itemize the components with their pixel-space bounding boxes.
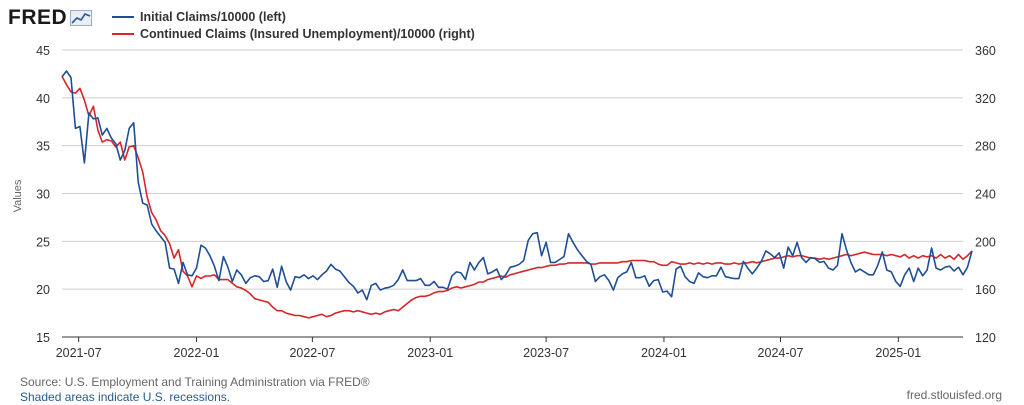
gridlines xyxy=(62,49,963,338)
x-tick-label: 2024-07 xyxy=(758,346,804,360)
x-tick-label: 2022-07 xyxy=(289,346,335,360)
legend-swatch-continued-claims xyxy=(112,32,134,35)
legend-item-continued-claims: Continued Claims (Insured Unemployment)/… xyxy=(112,25,475,42)
y2-tick-label: 240 xyxy=(975,188,996,202)
footer-source: Source: U.S. Employment and Training Adm… xyxy=(20,375,370,405)
y-tick-label: 20 xyxy=(36,283,50,297)
line-chart-icon xyxy=(70,10,93,26)
x-tick-label: 2023-07 xyxy=(523,346,569,360)
y-tick-label: 15 xyxy=(36,331,50,345)
legend-item-initial-claims: Initial Claims/10000 (left) xyxy=(112,8,475,25)
series-line-initial-claims xyxy=(61,70,973,301)
y2-tick-label: 120 xyxy=(975,331,996,345)
line-chart: 15 120 20 160 25 200 30 240 35 280 40 320 45 360 2021-… xyxy=(12,44,996,360)
legend-label-initial-claims: Initial Claims/10000 (left) xyxy=(140,9,286,24)
y-tick-label: 40 xyxy=(36,92,50,106)
y2-tick-label: 280 xyxy=(975,140,996,154)
series-lines xyxy=(61,70,973,319)
source-text: Source: U.S. Employment and Training Adm… xyxy=(20,375,370,389)
legend-swatch-initial-claims xyxy=(112,15,134,18)
y-tick-label: 35 xyxy=(36,140,50,154)
y2-tick-label: 160 xyxy=(975,283,996,297)
fred-logo-text: FRED xyxy=(8,6,68,29)
recession-note-link[interactable]: Shaded areas indicate U.S. recessions. xyxy=(20,390,231,404)
y-tick-label: 25 xyxy=(36,235,50,249)
x-tick-label: 2021-07 xyxy=(56,346,102,360)
y-axis-label: Values xyxy=(12,179,24,212)
y2-tick-label: 320 xyxy=(975,92,996,106)
x-tick-label: 2025-01 xyxy=(875,346,921,360)
y2-tick-label: 360 xyxy=(975,44,996,58)
y-tick-label: 30 xyxy=(36,188,50,202)
series-line-continued-claims xyxy=(61,75,973,319)
chart-legend: Initial Claims/10000 (left) Continued Cl… xyxy=(112,8,475,42)
x-tick-label: 2024-01 xyxy=(641,346,687,360)
x-tick-label: 2022-01 xyxy=(174,346,220,360)
y2-tick-label: 200 xyxy=(975,235,996,249)
fred-logo[interactable]: FRED xyxy=(8,6,93,30)
axes: 15 120 20 160 25 200 30 240 35 280 40 320 45 360 2021-… xyxy=(36,44,996,360)
x-tick-label: 2023-01 xyxy=(407,346,453,360)
site-link[interactable]: fred.stlouisfed.org xyxy=(906,388,1002,402)
legend-label-continued-claims: Continued Claims (Insured Unemployment)/… xyxy=(140,26,475,41)
y-tick-label: 45 xyxy=(36,44,50,58)
